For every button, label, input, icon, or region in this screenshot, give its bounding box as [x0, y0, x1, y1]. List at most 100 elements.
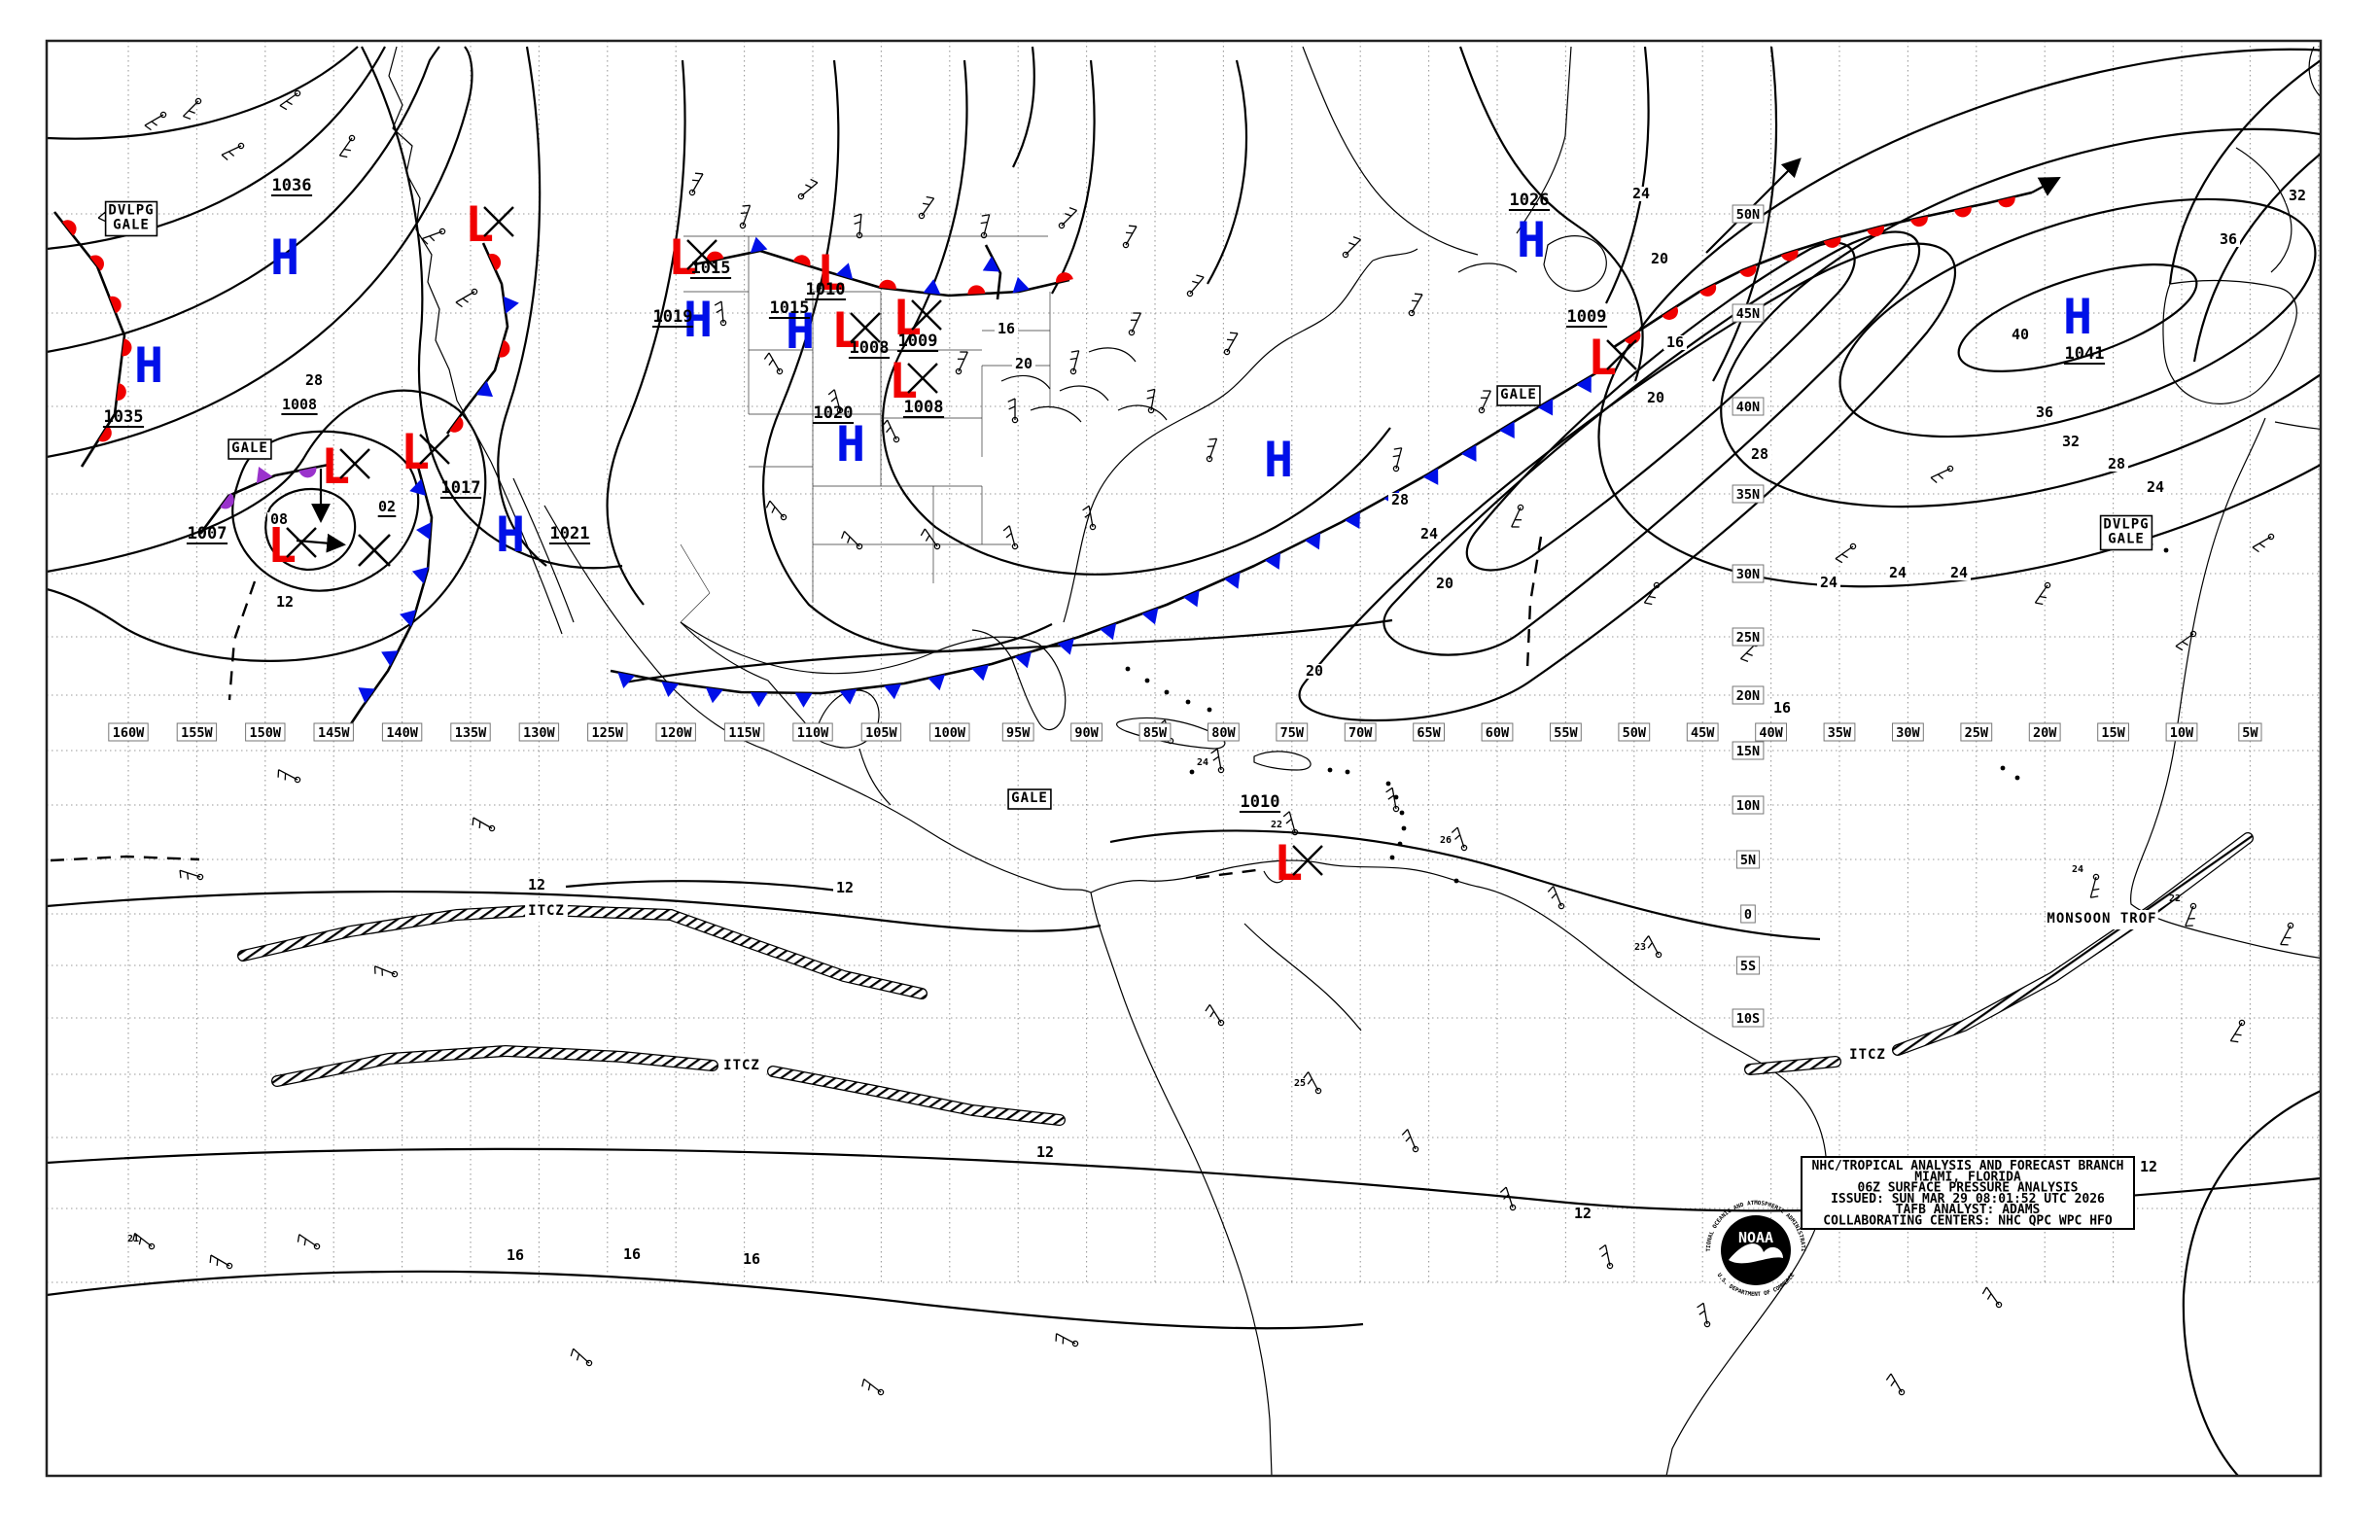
cold-front-pip — [1224, 572, 1241, 589]
isobar-label: 28 — [2105, 455, 2128, 472]
longitude-label: 65W — [1413, 722, 1445, 742]
coastline — [858, 748, 892, 806]
wind-barb-tick — [1226, 338, 1235, 341]
station-circle — [2044, 581, 2051, 589]
wind-barb-tick — [1352, 236, 1361, 241]
high-symbol: H — [683, 292, 713, 348]
pressure-value: 1020 — [814, 403, 854, 423]
pressure-value: 1017 — [441, 478, 481, 498]
state-border — [680, 543, 711, 594]
wind-barb-tick — [716, 308, 723, 314]
pressure-value: 16 — [1666, 333, 1684, 351]
coastline — [2130, 417, 2321, 960]
pressure-value: 24 — [1950, 564, 1968, 581]
cold-front-pip — [750, 236, 768, 254]
annotation-text: GALE — [231, 440, 268, 456]
station-plot: 23 — [1634, 935, 1662, 959]
isobar-label: 16 — [1770, 699, 1794, 717]
station-plot — [739, 204, 752, 229]
latitude-label: 45N — [1732, 303, 1765, 323]
coastline — [388, 46, 492, 463]
isobar-label: 20 — [1433, 575, 1456, 592]
isobar — [497, 46, 547, 567]
wind-barb-tick — [138, 1238, 142, 1245]
station-circle — [1412, 1145, 1419, 1153]
wind-barb-tick — [1208, 438, 1217, 440]
pressure-value: 28 — [2108, 455, 2125, 472]
wind-barb-tick — [861, 1379, 865, 1387]
isobar-label: 12 — [833, 879, 857, 896]
wind-barb — [1061, 209, 1078, 227]
latitude-text: 35N — [1736, 487, 1760, 503]
longitude-label: 55W — [1550, 722, 1582, 742]
wind-barb-tick — [1069, 357, 1077, 361]
island — [1389, 855, 1395, 860]
station-circle — [159, 111, 167, 119]
station-temp: 24 — [1197, 757, 1208, 768]
longitude-text: 60W — [1486, 725, 1510, 741]
pressure-value: 36 — [2036, 403, 2053, 421]
longitude-label: 100W — [929, 722, 970, 742]
title-line: ISSUED: SUN MAR 29 08:01:52 UTC 2026 — [1831, 1192, 2105, 1207]
station-plot — [688, 172, 704, 196]
stationary-front — [445, 242, 519, 435]
longitude-text: 135W — [455, 725, 487, 741]
title-line: NHC/TROPICAL ANALYSIS AND FORECAST BRANC… — [1812, 1159, 2124, 1173]
wind-barb-tick — [179, 870, 182, 879]
wind-barb-tick — [1890, 1380, 1896, 1386]
station-plot — [1206, 438, 1218, 463]
trough-line — [1525, 536, 1543, 670]
wind-barb — [2252, 536, 2272, 548]
station-circle — [1478, 406, 1486, 414]
wind-barb-tick — [339, 155, 348, 158]
cold-front-pip — [1537, 399, 1554, 416]
cold-front-pip — [400, 610, 416, 627]
wind-barb-tick — [1835, 558, 1843, 564]
wind-barb-tick — [462, 298, 469, 303]
station-plot: 22 — [2169, 893, 2197, 928]
isobar-label: 12 — [1033, 1143, 1057, 1161]
wind-barb — [833, 389, 841, 411]
longitude-label: 160W — [108, 722, 149, 742]
station-plot — [338, 134, 356, 158]
longitude-label: 45W — [1686, 722, 1719, 742]
station-circle — [438, 228, 446, 235]
wind-barb-tick — [1146, 396, 1154, 400]
itcz-band — [238, 906, 532, 961]
latitude-label: 50N — [1732, 204, 1765, 224]
latitude-text: 30N — [1736, 567, 1760, 582]
coastline — [1457, 262, 1518, 273]
latitude-label: 0 — [1740, 904, 1756, 924]
isobar-label: 02 — [375, 498, 399, 517]
wind-barb — [769, 500, 785, 518]
station-plot — [1499, 1186, 1517, 1211]
isobar-label: 12 — [273, 593, 297, 611]
pressure-value: 1021 — [550, 524, 590, 543]
longitude-text: 160W — [113, 725, 145, 741]
station-temp: 22 — [1271, 820, 1282, 830]
wind-barb — [691, 173, 704, 193]
station-plot — [1082, 505, 1097, 531]
wind-barb-tick — [1601, 1251, 1608, 1258]
cold-front-pip — [1014, 651, 1032, 669]
station-plot — [421, 228, 446, 245]
isobar-label: 12 — [525, 876, 548, 893]
wind-barb-tick — [923, 202, 930, 206]
isobar-label: 40 — [2009, 326, 2032, 343]
pressure-value: 1041 — [2065, 344, 2105, 364]
wind-barb-tick — [188, 110, 195, 114]
high-symbol: H — [496, 507, 525, 563]
station-plot — [2175, 630, 2197, 651]
wind-barb — [1505, 1186, 1514, 1208]
front-line — [693, 249, 1070, 298]
stationary-front — [693, 236, 1073, 298]
station-plot — [1223, 332, 1239, 356]
wind-barb-tick — [1303, 1071, 1310, 1079]
longitude-label: 145W — [313, 722, 354, 742]
pressure-value: 20 — [1015, 355, 1032, 372]
wind-barb-tick — [1084, 512, 1091, 518]
noaa-wordmark: NOAA — [1738, 1229, 1773, 1246]
